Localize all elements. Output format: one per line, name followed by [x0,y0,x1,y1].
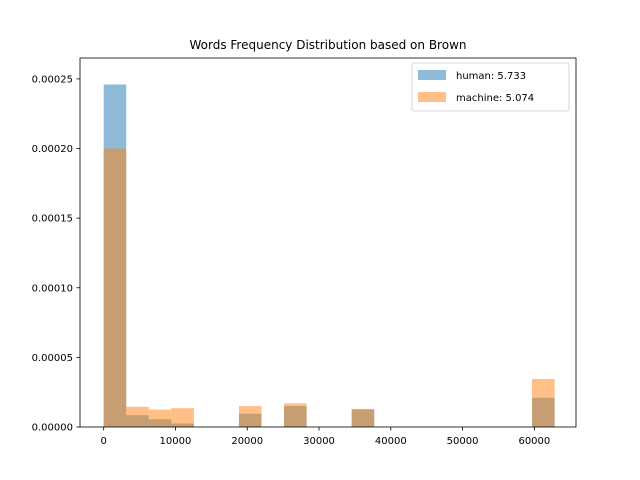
bar-series-1-bin-8 [284,403,307,427]
y-tick-label: 0.00005 [32,353,73,364]
bar-series-1-bin-3 [171,408,194,427]
bar-series-1-bin-2 [148,409,172,427]
bars-layer [103,84,555,427]
bar-series-1-bin-19 [532,378,555,427]
x-tick-label: 30000 [303,436,335,447]
x-tick-label: 20000 [231,436,263,447]
x-tick-label: 10000 [160,436,192,447]
y-tick-label: 0.00015 [32,214,73,225]
bar-series-1-bin-6 [238,406,262,427]
y-tick-label: 0.00010 [32,283,73,294]
legend-label: machine: 5.074 [456,93,534,104]
x-tick-label: 50000 [447,436,479,447]
bar-series-1-bin-1 [126,406,149,427]
bar-series-1-bin-11 [351,408,375,427]
y-tick-label: 0.00025 [32,74,73,85]
x-tick-label: 60000 [518,436,550,447]
plot-frame [79,57,577,428]
legend-box [411,62,570,112]
legend: human: 5.733 machine: 5.074 [411,62,570,112]
axes-layer: 0 10000 20000 30000 40000 50000 60000 0.00000 0.… [32,57,577,447]
legend-swatch [418,70,446,80]
chart-title: Words Frequency Distribution based on Br… [189,38,466,52]
x-tick-label: 0 [100,436,106,447]
legend-swatch [418,92,446,102]
legend-label: human: 5.733 [456,71,526,82]
y-tick-label: 0.00020 [32,144,73,155]
y-tick-label: 0.00000 [32,423,73,434]
x-tick-label: 40000 [375,436,407,447]
bar-series-1-bin-0 [103,148,127,427]
